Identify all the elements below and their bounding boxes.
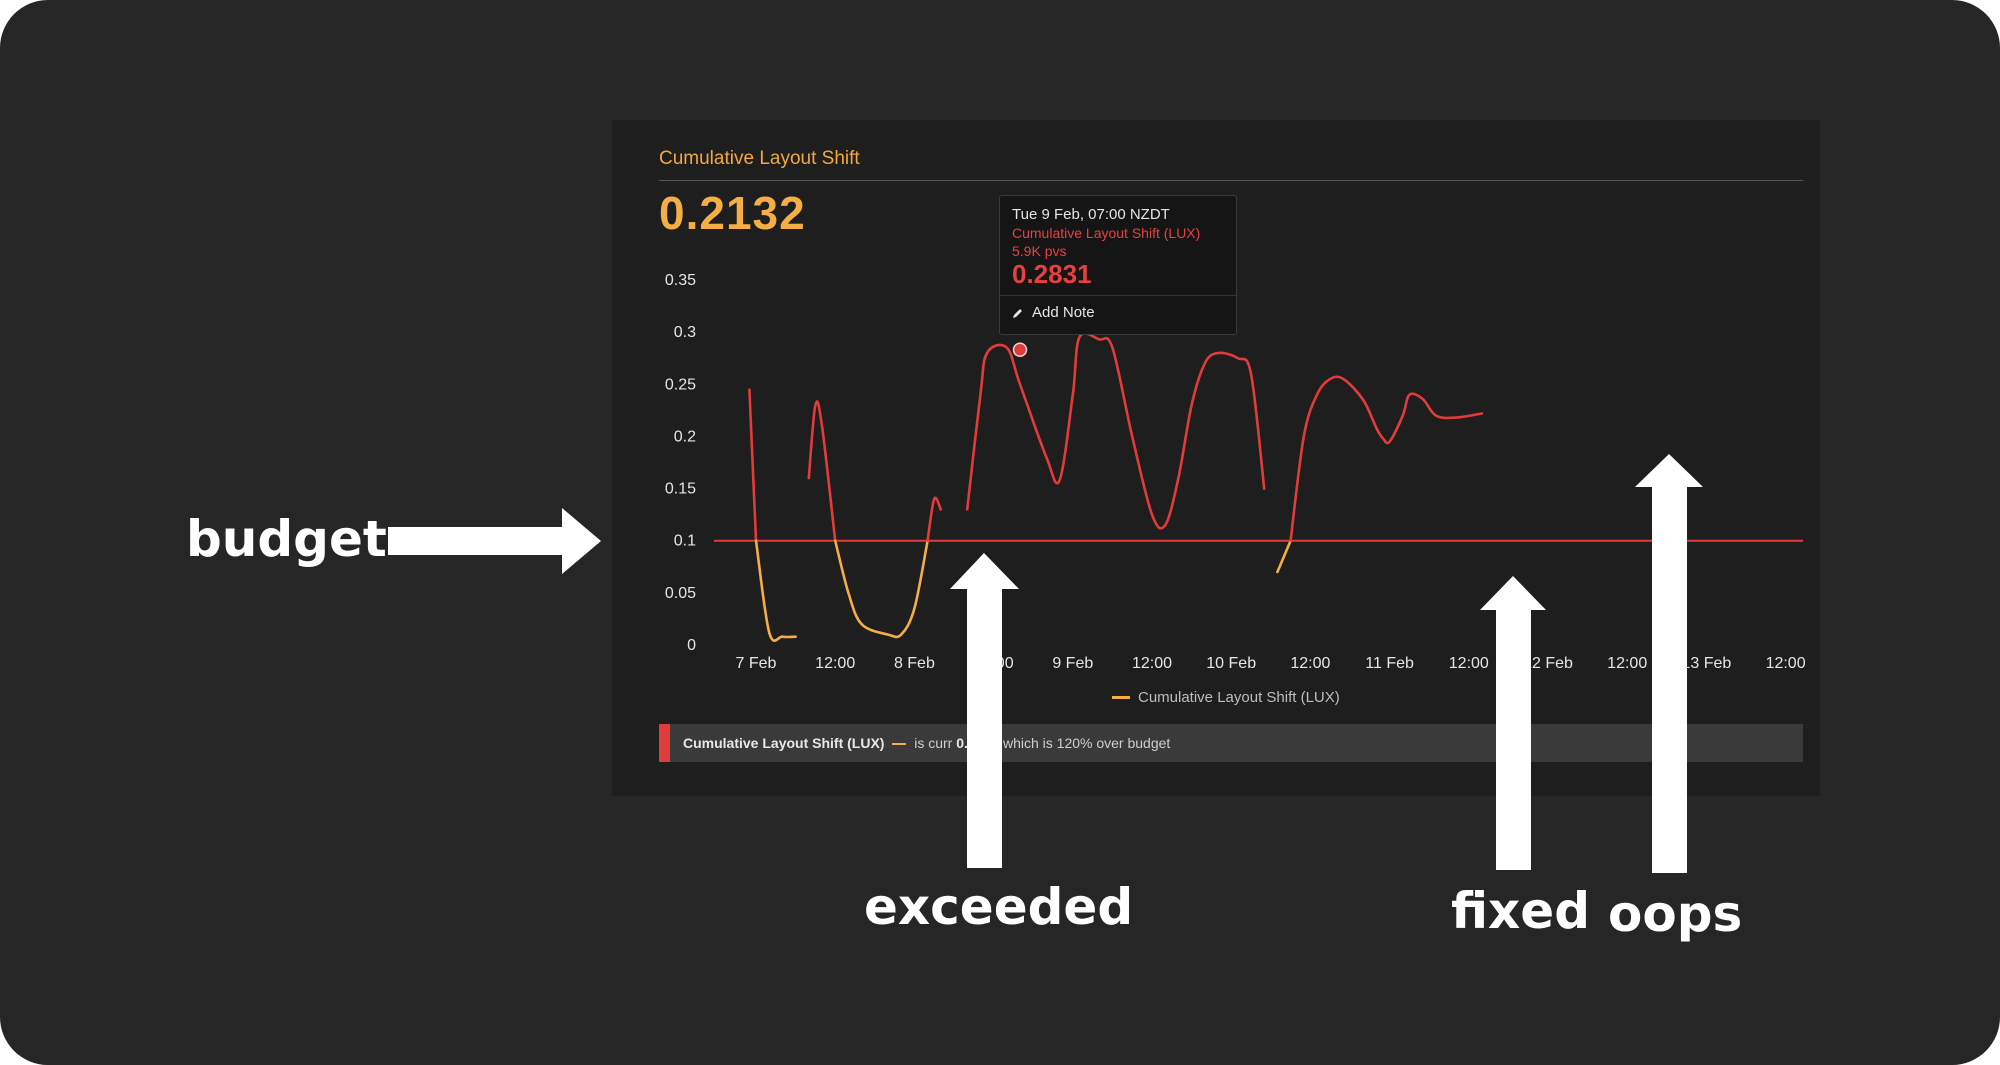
tooltip-pageviews: 5.9K pvs [1012, 243, 1067, 259]
y-tick-label: 0.15 [665, 481, 696, 498]
series-line-over-budget [1289, 375, 1484, 542]
y-tick-label: 0.2 [674, 428, 696, 445]
status-series-label: Cumulative Layout Shift (LUX) [683, 735, 885, 751]
x-tick-label: 9 Feb [1052, 655, 1093, 672]
series-line-over-budget [807, 400, 837, 542]
x-tick-label: 11 Feb [1365, 655, 1414, 672]
y-tick-label: 0.35 [665, 272, 696, 289]
add-note-button[interactable]: Add Note [1012, 304, 1095, 321]
y-axis: 0 0.05 0.1 0.15 0.2 0.25 0.3 0.35 [665, 272, 696, 654]
x-tick-label: 8 Feb [894, 655, 935, 672]
status-accent [659, 724, 670, 762]
budget-status-bar: Cumulative Layout Shift (LUX) is curr 0.… [659, 724, 1803, 762]
x-tick-label: 12:00 [1607, 655, 1647, 672]
legend[interactable]: Cumulative Layout Shift (LUX) [1112, 689, 1340, 706]
series-line-under-budget [1276, 539, 1292, 574]
current-value: 0.2132 [659, 187, 806, 239]
marker-layer [1012, 342, 1028, 357]
y-tick-label: 0.3 [674, 324, 696, 341]
y-tick-label: 0.05 [665, 585, 696, 602]
legend-swatch [1112, 696, 1130, 699]
fixed-arrow-icon [1480, 576, 1546, 870]
tooltip-value: 0.2831 [1012, 259, 1092, 289]
x-tick-label: 12:00 [1290, 655, 1330, 672]
x-axis: 7 Feb 12:00 8 Feb 12:00 9 Feb 12:00 10 Feb 12:0… [736, 655, 1806, 672]
x-tick-label: 13 Feb [1681, 655, 1731, 672]
annotation-budget: budget [186, 510, 387, 568]
series-line-under-budget [833, 539, 929, 639]
tooltip-divider [1000, 295, 1236, 296]
status-text-b: which is 120% over budget [1002, 735, 1171, 751]
status-text-a: is curr [914, 735, 953, 751]
hover-point[interactable] [1012, 342, 1028, 357]
pencil-icon [1013, 308, 1022, 318]
chart-title: Cumulative Layout Shift [659, 148, 860, 169]
oops-arrow-icon [1635, 454, 1703, 873]
legend-label: Cumulative Layout Shift (LUX) [1138, 689, 1340, 706]
annotation-oops: oops [1608, 885, 1743, 943]
tooltip: Tue 9 Feb, 07:00 NZDT Cumulative Layout … [999, 195, 1237, 335]
x-tick-label: 10 Feb [1206, 655, 1256, 672]
x-tick-label: 12:00 [1132, 655, 1172, 672]
annotation-fixed: fixed [1451, 882, 1591, 940]
annotation-exceeded: exceeded [864, 878, 1134, 936]
x-tick-label: 12 Feb [1523, 655, 1573, 672]
y-tick-label: 0.1 [674, 533, 696, 550]
y-tick-label: 0.25 [665, 376, 696, 393]
add-note-label: Add Note [1032, 304, 1095, 321]
series-line-over-budget [965, 332, 1266, 530]
series-line-over-budget [926, 496, 943, 542]
title-divider [659, 180, 1803, 181]
exceeded-arrow-icon [950, 553, 1019, 868]
x-tick-label: 12:00 [1449, 655, 1489, 672]
y-tick-label: 0 [687, 637, 696, 654]
budget-arrow-icon [388, 508, 601, 574]
x-tick-label: 7 Feb [736, 655, 777, 672]
x-tick-label: 12:00 [1766, 655, 1806, 672]
x-tick-label: 12:00 [815, 655, 855, 672]
series-line-under-budget [754, 539, 797, 642]
tooltip-date: Tue 9 Feb, 07:00 NZDT [1012, 206, 1170, 223]
series-line-over-budget [748, 388, 758, 542]
series-layer [748, 332, 1484, 642]
status-dash [892, 743, 907, 746]
tooltip-series: Cumulative Layout Shift (LUX) [1012, 225, 1201, 241]
